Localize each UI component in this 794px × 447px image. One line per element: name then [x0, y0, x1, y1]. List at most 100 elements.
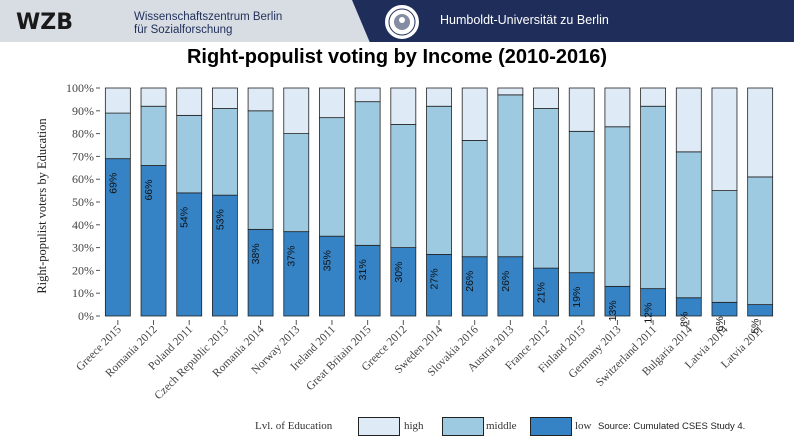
bar-segment-low: [604, 285, 631, 317]
bar-segment-high: [319, 87, 345, 119]
x-tick-label: Great Britain 2015: [304, 323, 374, 393]
bar-segment-middle: [568, 130, 595, 274]
bar-segment-high: [426, 87, 452, 107]
header-bar: WZB Wissenschaftszentrum Berlin für Sozi…: [0, 0, 794, 42]
bar-segment-middle: [497, 94, 524, 258]
wzb-name-line1: Wissenschaftszentrum Berlin: [134, 11, 283, 23]
bar-segment-high: [211, 87, 238, 109]
bar-segment-high: [568, 87, 595, 132]
legend-swatch-low: [530, 417, 572, 436]
bar-segment-middle: [354, 101, 381, 246]
wzb-name: Wissenschaftszentrum Berlin für Sozialfo…: [134, 11, 282, 37]
bar-segment-middle: [426, 105, 452, 255]
legend-swatch-middle: [442, 417, 484, 436]
bar-segment-low: [711, 301, 738, 317]
y-tick-label: 100%: [66, 81, 94, 95]
bar-segment-low: [497, 256, 524, 317]
bar-segment-middle: [711, 190, 738, 303]
bar-segment-middle: [640, 105, 667, 290]
legend-label-low: low: [575, 420, 592, 432]
bar-segment-low: [319, 235, 345, 317]
y-axis-title: Right-populist voters by Education: [35, 118, 49, 294]
bar-segment-high: [640, 87, 667, 107]
y-tick-label: 20%: [72, 263, 94, 277]
bar-segment-middle: [604, 126, 631, 287]
bar-segment-low: [104, 158, 131, 317]
bar-segment-middle: [533, 108, 559, 269]
bar-segment-low: [640, 288, 667, 317]
legend-swatch-high: [358, 417, 400, 436]
bar-segment-high: [176, 87, 203, 116]
bar-segment-high: [247, 87, 274, 112]
wzb-name-line2: für Sozialforschung: [134, 24, 233, 36]
bar-segment-low: [461, 256, 488, 317]
y-tick-label: 80%: [72, 127, 94, 141]
bar-segment-low: [140, 165, 167, 317]
bar-segment-low: [283, 231, 310, 317]
bar-segment-middle: [319, 117, 345, 237]
x-tick-label: Switzerland 2011: [594, 323, 659, 388]
data-label: 5%: [750, 319, 762, 334]
data-label: 53%: [214, 209, 226, 230]
data-label: 13%: [607, 300, 619, 321]
bar-segment-low: [533, 267, 559, 317]
data-label: 69%: [107, 173, 119, 194]
bar-segment-low: [354, 244, 381, 317]
bar-segment-middle: [140, 105, 167, 166]
data-label: 21%: [536, 282, 548, 303]
bar-segment-high: [747, 87, 774, 178]
bar-segment-high: [533, 87, 559, 109]
bar-segment-high: [104, 87, 131, 114]
data-label: 30%: [393, 262, 405, 283]
y-tick-label: 0%: [78, 309, 94, 323]
bar-segment-middle: [675, 151, 702, 299]
y-tick-label: 50%: [72, 195, 94, 209]
data-label: 6%: [714, 316, 726, 331]
bar-segment-middle: [390, 124, 417, 249]
data-label: 37%: [286, 246, 298, 267]
y-tick-label: 60%: [72, 172, 94, 186]
data-label: 8%: [678, 312, 690, 327]
data-label: 26%: [464, 271, 476, 292]
chart-title: Right-populist voting by Income (2010-20…: [186, 46, 608, 68]
bar-segment-high: [711, 87, 738, 191]
bar-segment-low: [211, 194, 238, 317]
source-note: Source: Cumulated CSES Study 4.: [598, 421, 746, 432]
bar-segment-low: [747, 304, 774, 317]
legend-title: Lvl. of Education: [255, 420, 333, 432]
y-tick-label: 10%: [72, 286, 94, 300]
data-label: 19%: [571, 287, 583, 308]
bar-segment-middle: [247, 110, 274, 230]
university-seal-icon: [384, 4, 420, 40]
bar-segment-high: [497, 87, 524, 96]
data-label: 66%: [143, 180, 155, 201]
y-tick-label: 30%: [72, 241, 94, 255]
bar-segment-low: [176, 192, 203, 317]
data-label: 31%: [357, 259, 369, 280]
bar-segment-middle: [211, 108, 238, 196]
bar-segment-low: [390, 247, 417, 317]
data-label: 12%: [643, 303, 655, 324]
bar-segment-high: [354, 87, 381, 103]
bar-segment-low: [568, 272, 595, 317]
legend-label-middle: middle: [486, 420, 517, 432]
data-label: 26%: [500, 271, 512, 292]
bar-segment-high: [140, 87, 167, 107]
data-label: 35%: [321, 250, 333, 271]
bar-segment-high: [461, 87, 488, 141]
y-tick-label: 40%: [72, 218, 94, 232]
bar-segment-high: [390, 87, 417, 125]
data-label: 54%: [179, 207, 191, 228]
data-label: 27%: [429, 268, 441, 289]
y-tick-label: 70%: [72, 149, 94, 163]
legend-label-high: high: [404, 420, 424, 432]
bar-segment-middle: [461, 140, 488, 258]
bar-segment-middle: [283, 133, 310, 233]
header-left-panel: [0, 0, 352, 42]
data-label: 38%: [250, 243, 262, 264]
bar-segment-high: [604, 87, 631, 128]
bar-segment-high: [283, 87, 310, 134]
y-tick-label: 90%: [72, 104, 94, 118]
bar-segment-middle: [176, 114, 203, 194]
